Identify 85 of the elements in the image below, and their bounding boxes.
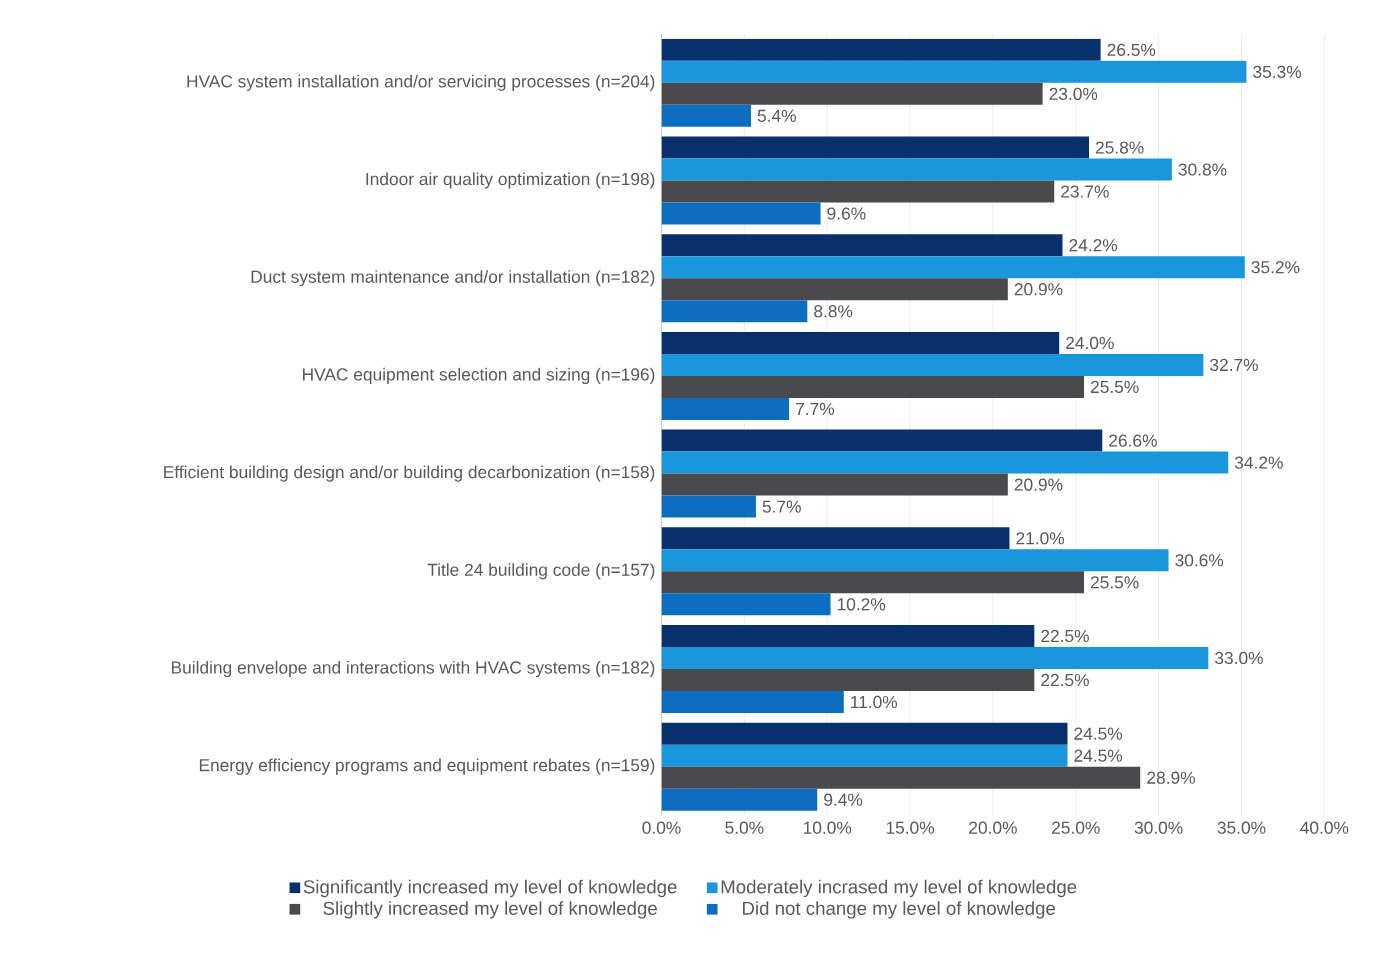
x-tick-label: 20.0% xyxy=(969,821,1017,834)
data-label: 24.0% xyxy=(1066,336,1114,349)
data-label: 25.5% xyxy=(1090,380,1139,393)
data-label: 20.9% xyxy=(1014,478,1063,491)
bar xyxy=(661,451,1229,474)
legend-label: Moderately incrased my level of knowledge xyxy=(721,879,1077,898)
bar xyxy=(661,473,1008,496)
x-tick-label: 35.0% xyxy=(1217,821,1266,834)
data-label: 26.5% xyxy=(1107,43,1156,56)
bar xyxy=(661,82,1043,105)
bar xyxy=(661,353,1204,376)
x-tick-label: 30.0% xyxy=(1134,821,1183,834)
bar xyxy=(661,60,1247,83)
bar xyxy=(661,690,844,713)
bar xyxy=(661,495,756,518)
bar xyxy=(661,234,1063,257)
data-label: 22.5% xyxy=(1041,673,1089,687)
bar xyxy=(661,722,1068,745)
y-tick-label: Indoor air quality optimization (n=198) xyxy=(366,172,655,189)
data-label: 25.5% xyxy=(1090,576,1139,589)
legend-label: Did not change my level of knowledge xyxy=(742,901,1056,919)
legend-label: Significantly increased my level of knowledge xyxy=(303,879,677,898)
data-label: 11.0% xyxy=(851,695,898,709)
data-label: 20.9% xyxy=(1014,282,1063,296)
data-label: 21.0% xyxy=(1016,532,1065,545)
y-tick-label: HVAC system installation and/or servicing processes (n=204) xyxy=(187,74,655,91)
y-tick-label: Energy efficiency programs and equipment rebates (n=159) xyxy=(199,758,655,775)
data-label: 9.6% xyxy=(827,207,866,220)
data-label: 32.7% xyxy=(1210,358,1258,371)
bar xyxy=(661,375,1085,398)
data-label: 5.4% xyxy=(757,109,796,122)
y-tick-label: Efficient building design and/or building decarbonization (n=158) xyxy=(164,465,655,482)
data-label: 33.0% xyxy=(1215,651,1263,665)
data-label: 24.5% xyxy=(1074,749,1123,762)
data-label: 7.7% xyxy=(796,402,835,415)
data-label: 35.3% xyxy=(1253,65,1302,78)
data-label: 22.5% xyxy=(1041,629,1089,643)
bar xyxy=(661,624,1035,647)
bar xyxy=(661,429,1103,452)
bar xyxy=(661,527,1010,550)
data-label: 10.2% xyxy=(837,598,886,611)
bar xyxy=(661,571,1085,594)
data-label: 24.5% xyxy=(1074,727,1123,740)
bar xyxy=(661,766,1141,789)
bar xyxy=(661,788,818,811)
x-tick-label: 5.0% xyxy=(725,821,764,834)
bar xyxy=(661,397,790,420)
bar xyxy=(661,180,1055,203)
x-tick-label: 0.0% xyxy=(642,821,681,834)
data-label: 25.8% xyxy=(1095,141,1144,154)
bar xyxy=(661,668,1035,691)
legend-label: Slightly increased my level of knowledge xyxy=(323,901,657,919)
bar xyxy=(661,331,1060,354)
x-tick-label: 25.0% xyxy=(1052,821,1100,834)
data-label: 30.8% xyxy=(1178,163,1227,176)
data-label: 28.9% xyxy=(1147,771,1195,784)
y-tick-label: Title 24 building code (n=157) xyxy=(427,563,655,580)
bar xyxy=(661,278,1008,301)
data-label: 30.6% xyxy=(1175,554,1224,567)
bar xyxy=(661,158,1172,181)
bar xyxy=(661,593,831,616)
bar xyxy=(661,104,751,127)
y-tick-label: HVAC equipment selection and sizing (n=196) xyxy=(303,367,655,384)
data-label: 23.7% xyxy=(1061,185,1109,198)
data-label: 9.4% xyxy=(824,793,863,806)
y-tick-label: Building envelope and interactions with HVAC systems (n=182) xyxy=(171,660,655,677)
x-tick-label: 15.0% xyxy=(886,821,935,834)
data-label: 24.2% xyxy=(1069,239,1118,252)
data-label: 34.2% xyxy=(1234,456,1283,469)
bar xyxy=(661,646,1209,669)
bar xyxy=(661,256,1245,279)
data-label: 26.6% xyxy=(1109,434,1157,447)
data-label: 35.2% xyxy=(1251,260,1300,274)
x-tick-label: 40.0% xyxy=(1300,821,1349,834)
bar xyxy=(661,744,1068,767)
y-tick-label: Duct system maintenance and/or installation (n=182) xyxy=(251,270,655,287)
data-label: 8.8% xyxy=(814,304,853,318)
bar xyxy=(661,300,808,323)
bar xyxy=(661,202,821,225)
bar xyxy=(661,38,1101,61)
bar xyxy=(661,549,1169,572)
x-tick-label: 10.0% xyxy=(803,821,852,834)
data-label: 5.7% xyxy=(762,500,801,513)
data-label: 23.0% xyxy=(1049,87,1098,100)
bar xyxy=(661,136,1090,159)
